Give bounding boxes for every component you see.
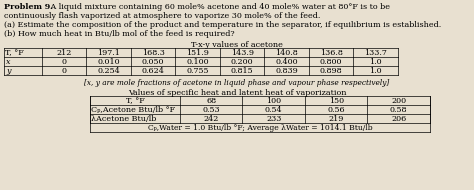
Text: 68: 68 bbox=[206, 97, 216, 105]
Text: Problem 9.: Problem 9. bbox=[4, 3, 53, 11]
Text: x: x bbox=[6, 58, 10, 66]
Text: 242: 242 bbox=[203, 115, 219, 123]
Text: y: y bbox=[6, 67, 10, 75]
Text: 0.815: 0.815 bbox=[231, 67, 254, 75]
Text: 100: 100 bbox=[266, 97, 281, 105]
Text: Cₚ,Acetone Btu/lb °F: Cₚ,Acetone Btu/lb °F bbox=[91, 106, 175, 114]
Text: 0.56: 0.56 bbox=[328, 106, 345, 114]
Text: λAcetone Btu/lb: λAcetone Btu/lb bbox=[91, 115, 156, 123]
Text: 150: 150 bbox=[328, 97, 344, 105]
Text: 0.100: 0.100 bbox=[186, 58, 209, 66]
Text: 140.8: 140.8 bbox=[275, 49, 298, 57]
Text: T-x-y values of acetone: T-x-y values of acetone bbox=[191, 41, 283, 49]
Text: 151.9: 151.9 bbox=[186, 49, 209, 57]
Text: [x, y are mole fractions of acetone in liquid phase and vapour phase respectivel: [x, y are mole fractions of acetone in l… bbox=[84, 79, 390, 87]
Text: 136.8: 136.8 bbox=[320, 49, 343, 57]
Text: 0.54: 0.54 bbox=[265, 106, 283, 114]
Text: 0.839: 0.839 bbox=[275, 67, 298, 75]
Text: continuously flash vaporized at atmosphere to vaporize 30 mole% of the feed.: continuously flash vaporized at atmosphe… bbox=[4, 12, 320, 20]
Text: 1.0: 1.0 bbox=[369, 58, 382, 66]
Text: 0.200: 0.200 bbox=[231, 58, 254, 66]
Text: 0: 0 bbox=[62, 67, 67, 75]
Text: 219: 219 bbox=[328, 115, 344, 123]
Text: (a) Estimate the composition of the product and temperature in the separator, if: (a) Estimate the composition of the prod… bbox=[4, 21, 441, 29]
Text: 0: 0 bbox=[62, 58, 67, 66]
Text: (b) How much heat in Btu/lb mol of the feed is required?: (b) How much heat in Btu/lb mol of the f… bbox=[4, 30, 235, 38]
Text: A liquid mixture containing 60 mole% acetone and 40 mole% water at 80°F is to be: A liquid mixture containing 60 mole% ace… bbox=[48, 3, 390, 11]
Text: 206: 206 bbox=[391, 115, 406, 123]
Text: 0.050: 0.050 bbox=[142, 58, 164, 66]
Text: 0.800: 0.800 bbox=[320, 58, 343, 66]
Text: 0.898: 0.898 bbox=[320, 67, 343, 75]
Text: 0.58: 0.58 bbox=[390, 106, 408, 114]
Text: 0.755: 0.755 bbox=[186, 67, 209, 75]
Text: 200: 200 bbox=[391, 97, 406, 105]
Text: 0.254: 0.254 bbox=[97, 67, 120, 75]
Text: 197.1: 197.1 bbox=[97, 49, 120, 57]
Text: 0.010: 0.010 bbox=[98, 58, 120, 66]
Text: Cₚ,Water = 1.0 Btu/lb °F; Average λWater = 1014.1 Btu/lb: Cₚ,Water = 1.0 Btu/lb °F; Average λWater… bbox=[148, 124, 372, 132]
Text: 0.624: 0.624 bbox=[142, 67, 164, 75]
Text: 143.9: 143.9 bbox=[231, 49, 254, 57]
Text: 212: 212 bbox=[56, 49, 72, 57]
Text: 1.0: 1.0 bbox=[369, 67, 382, 75]
Text: 0.53: 0.53 bbox=[202, 106, 220, 114]
Text: 233: 233 bbox=[266, 115, 282, 123]
Text: 0.400: 0.400 bbox=[275, 58, 298, 66]
Text: 133.7: 133.7 bbox=[365, 49, 387, 57]
Text: Values of specific heat and latent heat of vaporization: Values of specific heat and latent heat … bbox=[128, 89, 346, 97]
Text: T, °F: T, °F bbox=[5, 49, 24, 57]
Text: 168.3: 168.3 bbox=[142, 49, 164, 57]
Text: T, °F: T, °F bbox=[126, 97, 145, 105]
